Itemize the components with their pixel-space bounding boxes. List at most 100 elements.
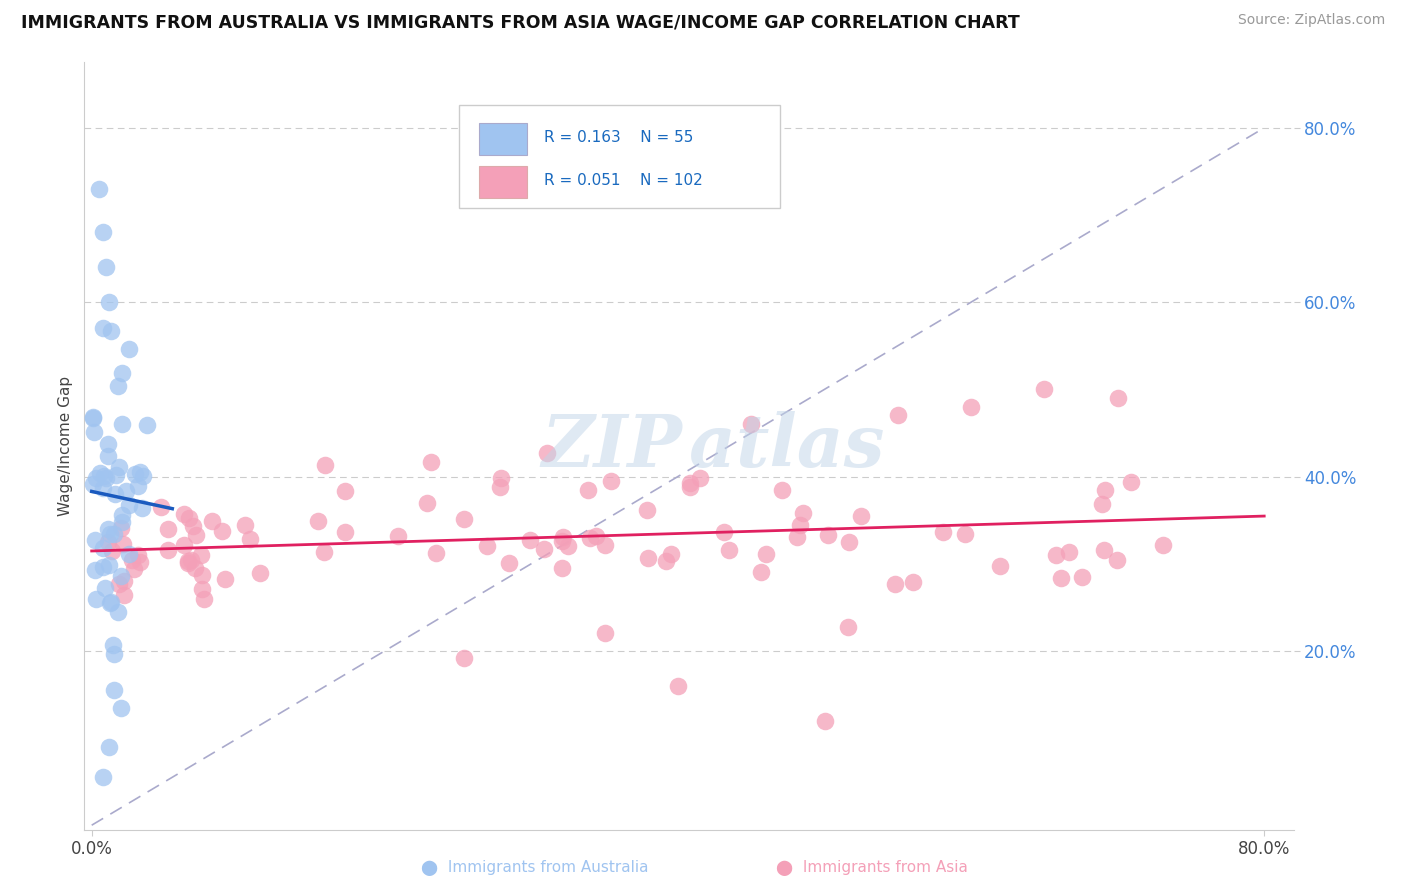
Point [1045, 548, 1067, 562]
Point [201, 514, 224, 528]
Point [1107, 391, 1129, 405]
Point [713, 525, 735, 540]
Point [314, 458, 336, 472]
Point [453, 651, 475, 665]
Point [679, 476, 702, 491]
Point [425, 546, 447, 560]
Text: R = 0.051    N = 102: R = 0.051 N = 102 [544, 173, 703, 188]
Point [91, 560, 114, 574]
Point [838, 535, 860, 549]
Point [190, 548, 212, 562]
Point [557, 539, 579, 553]
Point [100, 325, 122, 339]
Point [101, 544, 124, 558]
Point [1094, 483, 1116, 497]
Point [837, 620, 859, 634]
Point [132, 468, 155, 483]
Point [1071, 569, 1094, 583]
Point [849, 509, 872, 524]
Point [111, 508, 134, 522]
Point [184, 528, 207, 542]
Point [115, 483, 138, 498]
Point [498, 556, 520, 570]
Point [988, 558, 1011, 573]
Point [98, 527, 121, 541]
Point [118, 548, 141, 562]
Point [127, 478, 149, 492]
Point [98, 739, 121, 754]
Point [786, 531, 808, 545]
Point [97, 522, 120, 536]
Point [156, 522, 179, 536]
Text: IMMIGRANTS FROM AUSTRALIA VS IMMIGRANTS FROM ASIA WAGE/INCOME GAP CORRELATION CH: IMMIGRANTS FROM AUSTRALIA VS IMMIGRANTS … [21, 13, 1019, 31]
Point [491, 471, 513, 485]
Point [157, 542, 180, 557]
Point [122, 562, 145, 576]
Point [93, 469, 115, 483]
Point [94, 471, 117, 485]
Point [82, 477, 104, 491]
Point [689, 471, 711, 485]
Point [536, 446, 558, 460]
Point [519, 533, 541, 548]
Point [82, 410, 104, 425]
Point [960, 400, 983, 414]
Point [789, 517, 811, 532]
Point [884, 577, 907, 591]
Point [579, 531, 602, 545]
Point [93, 770, 115, 784]
Point [93, 582, 115, 596]
Point [149, 500, 172, 514]
Point [89, 466, 111, 480]
Point [84, 471, 107, 485]
Point [475, 539, 498, 553]
Point [1050, 571, 1073, 585]
Point [100, 595, 122, 609]
Point [111, 537, 134, 551]
Point [749, 565, 772, 579]
Point [335, 483, 357, 498]
Point [1107, 552, 1129, 566]
Point [101, 638, 124, 652]
Point [553, 530, 575, 544]
FancyBboxPatch shape [460, 104, 780, 208]
Point [91, 481, 114, 495]
Point [112, 588, 135, 602]
Y-axis label: Wage/Income Gap: Wage/Income Gap [58, 376, 73, 516]
Point [98, 295, 121, 310]
Point [770, 483, 793, 497]
Point [83, 563, 105, 577]
Text: ZIP atlas: ZIP atlas [541, 410, 884, 482]
Point [190, 582, 212, 596]
Point [659, 547, 682, 561]
Point [551, 561, 574, 575]
Point [533, 541, 555, 556]
Point [887, 409, 910, 423]
Point [755, 547, 778, 561]
Point [419, 455, 441, 469]
Point [112, 574, 135, 589]
Point [177, 511, 200, 525]
Point [97, 436, 120, 450]
Point [211, 524, 233, 539]
Point [489, 480, 512, 494]
Point [717, 543, 740, 558]
Point [87, 182, 110, 196]
Point [214, 572, 236, 586]
FancyBboxPatch shape [478, 166, 527, 198]
Point [312, 545, 335, 559]
Point [84, 591, 107, 606]
Point [415, 495, 437, 509]
Point [103, 683, 125, 698]
Point [1121, 475, 1143, 489]
Point [599, 474, 621, 488]
Point [107, 379, 129, 393]
Point [307, 514, 329, 528]
Point [190, 567, 212, 582]
Point [585, 529, 607, 543]
Point [124, 467, 146, 481]
FancyBboxPatch shape [478, 123, 527, 155]
Point [1091, 497, 1114, 511]
Point [637, 551, 659, 566]
Point [84, 533, 107, 547]
